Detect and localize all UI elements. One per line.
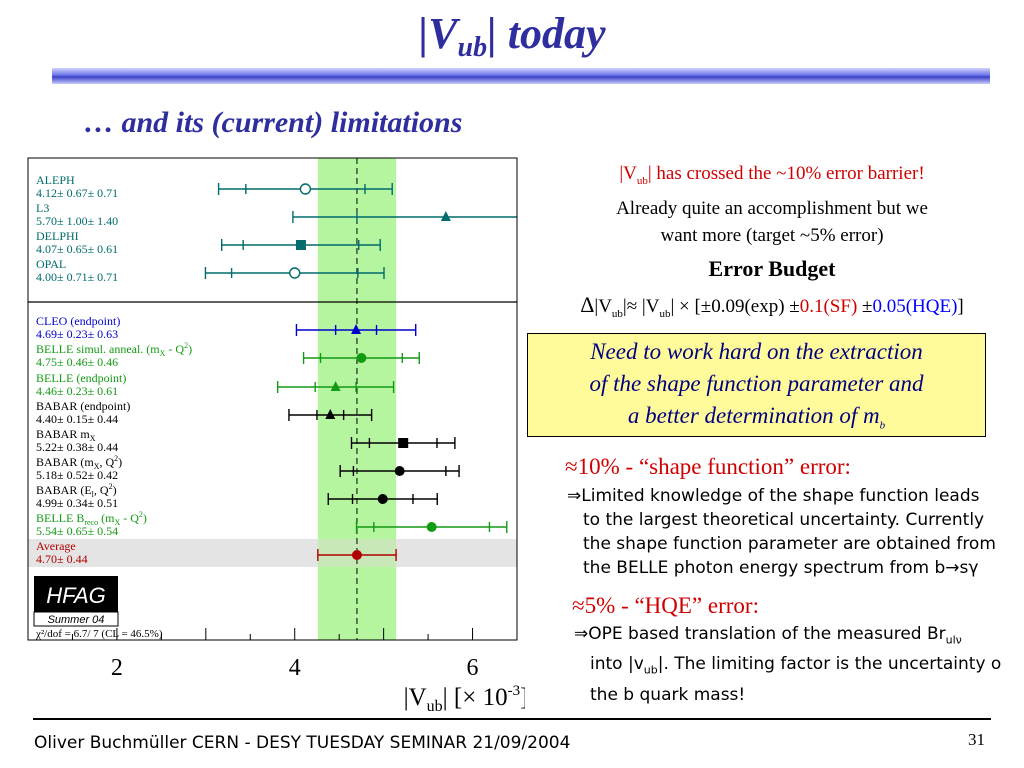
data-point-marker [351, 324, 362, 334]
hqe-heading: ≈5% - “HQE” error: [572, 593, 759, 618]
measurement-value: 4.70± 0.44 [36, 552, 88, 566]
intro-line-3: want more (target ~5% error) [660, 224, 884, 246]
data-point-marker [426, 522, 437, 532]
data-point-marker [330, 381, 341, 391]
hfag-logo-text: HFAG [46, 583, 105, 608]
page-number: 31 [968, 730, 985, 749]
measurement-value: 4.99± 0.34± 0.51 [36, 496, 118, 510]
measurement-value: 4.07± 0.65± 0.61 [36, 242, 118, 256]
intro-line-2: Already quite an accomplishment but we [616, 197, 928, 219]
measurement-label: BELLE simul. anneal. (mX - Q2) [36, 341, 192, 358]
data-point-marker [440, 211, 451, 221]
measurement-label: BABAR (El, Q2) [36, 482, 117, 499]
note-line-3: a better determination of mb [627, 403, 886, 432]
measurement-label: BABAR (mX, Q2) [36, 454, 122, 471]
measurement-label: ALEPH [36, 173, 75, 187]
hqe-line-3: the b quark mass! [590, 684, 746, 705]
x-tick-label: 6 [467, 655, 479, 681]
shape-function-text: ⇒Limited knowledge of the shape function… [567, 484, 996, 580]
hqe-text: ⇒OPE based translation of the measured B… [574, 622, 1024, 707]
measurement-label: BELLE (endpoint) [36, 371, 126, 385]
note-line-2: of the shape function parameter and [589, 371, 924, 396]
footer-divider [33, 718, 991, 720]
data-point-marker [289, 267, 301, 279]
measurement-label: BABAR (endpoint) [36, 399, 130, 413]
x-tick-label: 4 [289, 655, 301, 681]
measurement-value: 4.46± 0.23± 0.61 [36, 384, 118, 398]
sf-line-4: the BELLE photon energy spectrum from b→… [583, 558, 979, 578]
measurement-value: 4.40± 0.15± 0.44 [36, 412, 118, 426]
measurement-label: CLEO (endpoint) [36, 314, 120, 328]
sf-line-3: the shape function parameter are obtaine… [583, 534, 996, 554]
x-tick-label: 2 [111, 655, 123, 681]
data-point-marker [377, 494, 388, 504]
chi2-label: χ²/dof = 6.7/ 7 (CL = 46.5%) [35, 628, 163, 640]
measurement-label: Average [36, 539, 76, 553]
measurement-value: 4.75± 0.46± 0.46 [36, 355, 118, 369]
sf-line-1: ⇒Limited knowledge of the shape function… [567, 486, 980, 506]
plot-frame [27, 157, 518, 641]
measurement-value: 5.18± 0.52± 0.42 [36, 468, 118, 482]
measurement-value: 5.54± 0.65± 0.54 [36, 524, 118, 538]
footer-text: Oliver Buchmüller CERN - DESY TUESDAY SE… [34, 733, 571, 753]
note-line-1: Need to work hard on the extraction [590, 339, 923, 364]
data-point-marker [351, 550, 362, 560]
measurement-value: 4.69± 0.23± 0.63 [36, 327, 118, 341]
slide-subtitle: … and its (current) limitations [84, 106, 463, 139]
measurement-label: OPAL [36, 257, 66, 271]
error-budget-title: Error Budget [708, 256, 836, 281]
hqe-line-2: into |vub|. The limiting factor is the u… [590, 654, 1002, 677]
measurement-label: BABAR mX [36, 427, 96, 443]
slide-title: |Vub| today [418, 9, 606, 63]
measurement-label: L3 [36, 201, 49, 215]
hfag-edition-text: Summer 04 [48, 614, 105, 626]
measurement-label: BELLE Breco (mX - Q2) [36, 510, 147, 527]
measurement-label: DELPHI [36, 229, 79, 243]
title-underline-bar [52, 68, 990, 84]
sf-line-2: to the largest theoretical uncertainty. … [583, 510, 985, 530]
data-point-marker [394, 466, 405, 476]
data-point-marker [356, 353, 367, 363]
data-point-marker [325, 409, 336, 419]
measurement-value: 4.00± 0.71± 0.71 [36, 270, 118, 284]
data-point-marker [295, 240, 306, 250]
average-row-background [28, 539, 517, 567]
highlight-note-box: Need to work hard on the extraction of t… [527, 333, 986, 437]
x-axis-label: |Vub| [× 10-3] [404, 683, 525, 715]
error-budget-formula: Δ|Vub|≈ |Vub| × [±0.09(exp) ±0.1(SF) ±0.… [580, 292, 964, 320]
intro-text: |Vub| has crossed the ~10% error barrier… [520, 160, 1024, 249]
measurement-value: 5.70± 1.00± 1.40 [36, 214, 118, 228]
data-point-marker [299, 183, 312, 195]
hqe-line-1: ⇒OPE based translation of the measured B… [574, 624, 962, 647]
measurement-value: 4.12± 0.67± 0.71 [36, 186, 118, 200]
measurement-value: 5.22± 0.38± 0.44 [36, 440, 118, 454]
data-point-marker [398, 438, 409, 448]
hfag-edition-box [33, 611, 119, 627]
shape-function-heading: ≈10% - “shape function” error: [565, 454, 851, 479]
intro-line-1: |Vub| has crossed the ~10% error barrier… [619, 163, 925, 187]
hfag-logo-box [34, 576, 118, 612]
